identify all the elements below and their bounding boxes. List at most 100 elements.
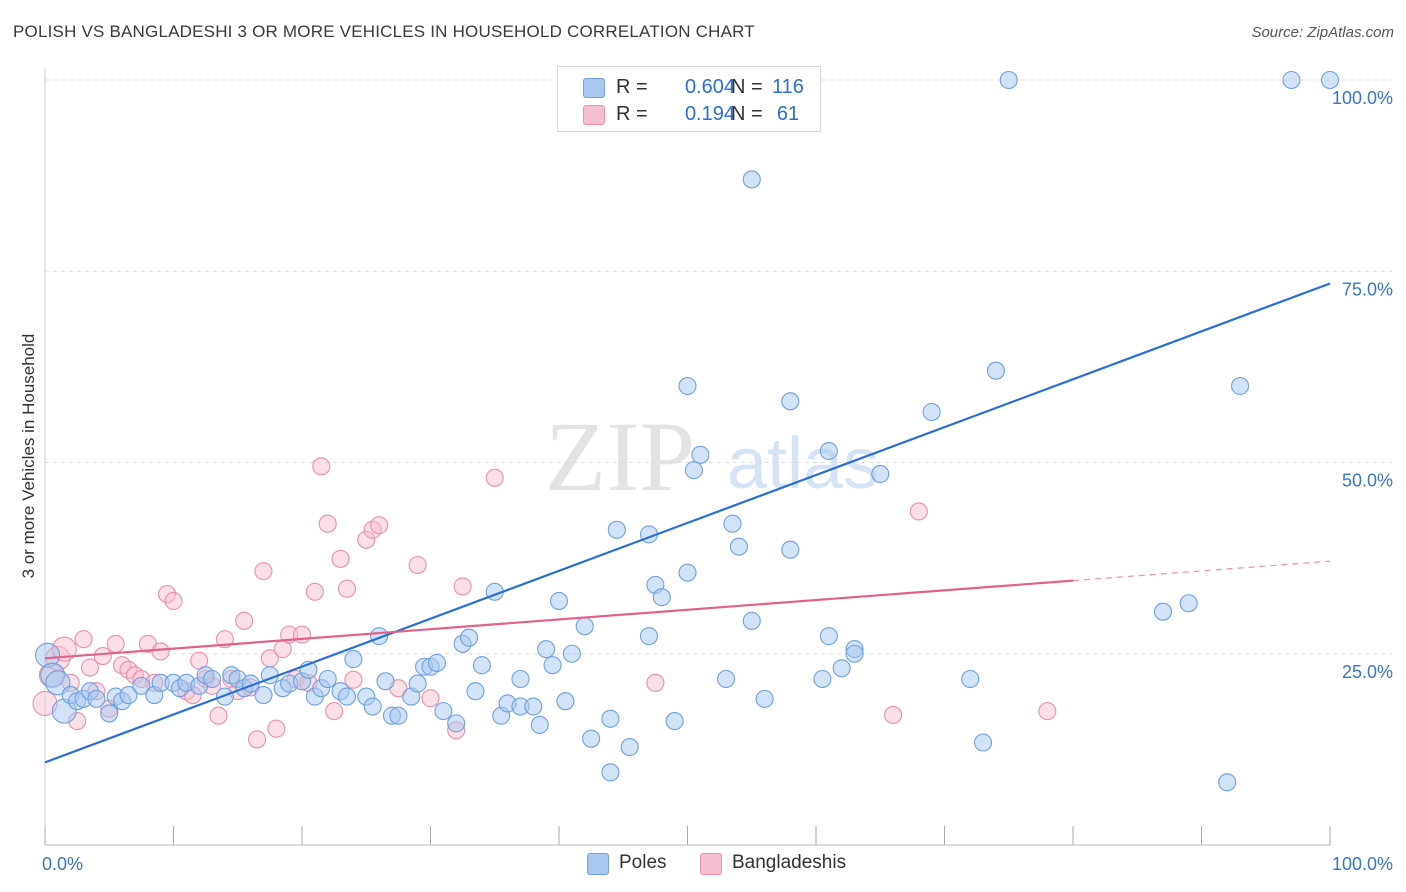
bangladeshis-point — [421, 689, 440, 708]
x-tick-label: 100.0% — [1332, 854, 1393, 874]
bangladeshis-trend-line — [44, 579, 1074, 660]
n-label: N = — [731, 103, 763, 125]
poles-point — [961, 669, 980, 689]
bangladeshis-point — [80, 658, 100, 677]
n-value: 116 — [772, 76, 804, 98]
poles-point — [472, 656, 491, 675]
poles-point — [652, 588, 671, 607]
poles-point — [1320, 70, 1340, 90]
bangladeshis-point — [312, 457, 331, 476]
bangladeshis-point — [318, 514, 337, 533]
poles-point — [665, 712, 684, 731]
poles-point — [1282, 70, 1301, 90]
poles-point — [607, 520, 626, 539]
poles-point — [781, 540, 800, 559]
y-tick-label: 75.0% — [1342, 279, 1393, 299]
poles-point — [434, 702, 453, 721]
poles-point — [203, 669, 222, 689]
bangladeshis-point — [74, 630, 93, 649]
poles-point — [459, 628, 479, 647]
bangladeshis-point — [267, 719, 286, 738]
trend-lines — [44, 282, 1331, 764]
poles-point — [684, 461, 703, 480]
poles-point — [678, 563, 697, 582]
poles-point — [620, 738, 639, 757]
legend-label: Bangladeshis — [732, 852, 847, 873]
bangladeshis-point — [325, 702, 344, 721]
tick-labels: 25.0% 50.0% 75.0% 100.0% 0.0% 100.0% — [42, 88, 1393, 874]
poles-point — [716, 669, 736, 689]
poles-point — [845, 644, 864, 663]
poles-point — [87, 689, 106, 708]
bangladeshis-point — [93, 646, 112, 666]
poles-point — [556, 692, 575, 711]
poles-point — [755, 689, 774, 708]
bangladeshis-point — [331, 549, 350, 568]
r-label: R = — [616, 76, 648, 98]
bangladeshis-point — [485, 468, 504, 487]
poles-point — [427, 653, 446, 672]
y-tick-label: 25.0% — [1342, 662, 1393, 682]
poles-point — [691, 445, 710, 464]
poles-point — [819, 441, 838, 461]
watermark: ZIP atlas — [545, 401, 879, 512]
bangladeshis-point — [884, 705, 903, 725]
poles-point — [408, 674, 427, 693]
y-tick-label: 100.0% — [1332, 88, 1393, 108]
bangladeshis-point — [209, 706, 228, 725]
bangladeshis-swatch — [700, 853, 722, 875]
poles-point — [639, 627, 659, 646]
stats-legend: R = 0.604 N = 116 R = 0.194 N = 61 — [557, 66, 821, 132]
poles-point — [1218, 773, 1237, 792]
poles-point — [999, 70, 1018, 90]
poles-point — [132, 676, 151, 695]
poles-point — [337, 687, 357, 706]
r-label: R = — [616, 103, 648, 125]
poles-point — [318, 669, 337, 689]
poles-point — [819, 627, 838, 646]
bangladeshis-point — [337, 579, 357, 598]
poles-point — [742, 611, 761, 630]
poles-point — [832, 659, 851, 678]
poles-point — [986, 361, 1005, 380]
poles-point — [601, 763, 620, 782]
poles-point — [973, 733, 993, 752]
poles-trend-line — [44, 282, 1331, 764]
bangladeshis-point — [909, 502, 928, 521]
poles-point — [447, 714, 466, 733]
bangladeshis-swatch — [583, 105, 605, 125]
n-label: N = — [731, 76, 763, 98]
poles-point — [601, 709, 620, 728]
y-tick-label: 50.0% — [1342, 471, 1393, 491]
poles-point — [922, 402, 941, 422]
poles-point — [723, 514, 742, 533]
bangladeshis-point — [370, 516, 389, 535]
bangladeshis-trend-extension — [1072, 560, 1331, 582]
poles-swatch — [583, 78, 605, 98]
poles-point — [729, 537, 748, 556]
poles-point — [119, 686, 138, 705]
bangladeshis-point — [646, 673, 665, 692]
axes — [44, 68, 1331, 846]
poles-point — [543, 656, 562, 675]
poles-point — [45, 670, 71, 696]
poles-point — [1179, 594, 1198, 613]
bangladeshis-point — [292, 625, 312, 644]
bangladeshis-point — [235, 611, 254, 630]
bangladeshis-point — [1038, 702, 1057, 721]
source-label: Source: ZipAtlas.com — [1251, 24, 1394, 41]
poles-point — [562, 644, 581, 663]
bangladeshis-point — [254, 562, 273, 581]
bangladeshis-point — [344, 670, 363, 689]
poles-point — [537, 640, 556, 659]
poles-point — [511, 669, 530, 689]
poles-point — [781, 392, 800, 411]
bangladeshis-point — [453, 577, 472, 596]
poles-point — [742, 170, 761, 189]
poles-point — [100, 704, 119, 723]
chart-title: POLISH VS BANGLADESHI 3 OR MORE VEHICLES… — [13, 22, 755, 41]
poles-point — [813, 669, 832, 689]
poles-point — [1231, 376, 1250, 396]
poles-point — [575, 617, 594, 636]
